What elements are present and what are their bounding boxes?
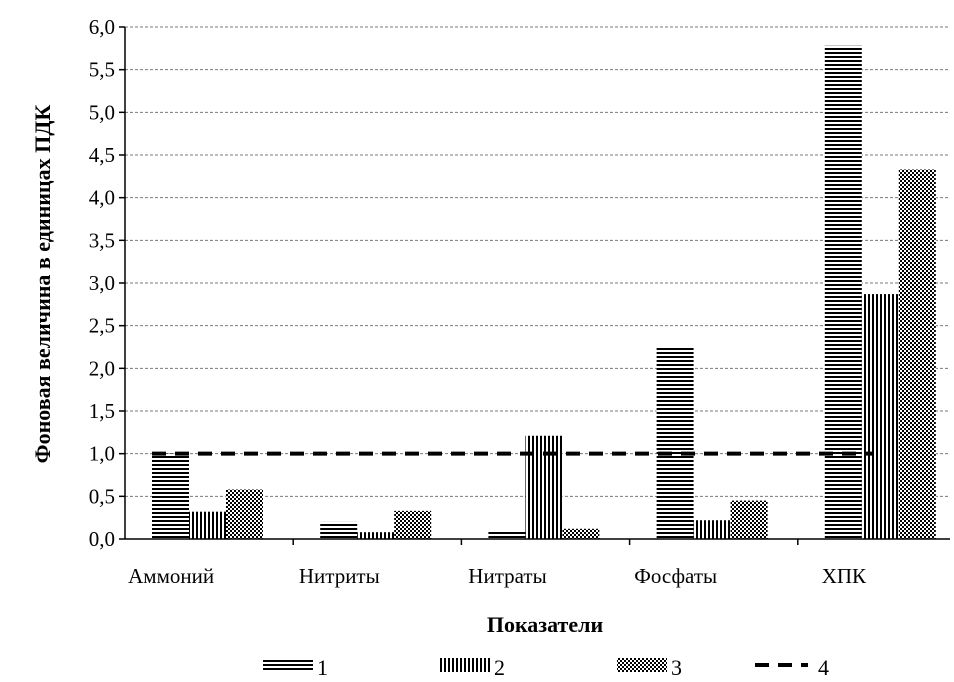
y-axis-title: Фоновая величина в единицах ПДК bbox=[30, 105, 55, 464]
bar bbox=[320, 521, 358, 539]
bar bbox=[730, 500, 768, 539]
y-tick-label: 1,5 bbox=[89, 399, 115, 423]
bar bbox=[693, 520, 731, 539]
x-tick-label: Фосфаты bbox=[634, 564, 717, 588]
y-tick-labels: 0,0 0,5 1,0 1,5 2,0 2,5 3,0 3,5 4,0 4,5 5,0 5,5 6,0 bbox=[89, 15, 115, 551]
y-tick-label: 3,0 bbox=[89, 271, 115, 295]
y-tick-label: 1,0 bbox=[89, 442, 115, 466]
x-tick-label: Аммоний bbox=[128, 564, 214, 588]
y-tick-label: 5,0 bbox=[89, 100, 115, 124]
y-tick-label: 0,0 bbox=[89, 527, 115, 551]
bar bbox=[656, 347, 694, 539]
x-tick-label: ХПК bbox=[822, 564, 867, 588]
y-tick-label: 4,5 bbox=[89, 143, 115, 167]
axes bbox=[119, 26, 950, 545]
bar bbox=[562, 528, 600, 539]
legend-swatch bbox=[617, 658, 667, 672]
x-axis-title: Показатели bbox=[487, 612, 604, 637]
legend-label: 1 bbox=[317, 655, 328, 680]
grid-lines bbox=[125, 26, 950, 497]
y-tick-label: 2,0 bbox=[89, 356, 115, 380]
legend-swatch bbox=[263, 658, 313, 672]
bar bbox=[226, 489, 263, 539]
legend: 1 2 3 4 bbox=[263, 655, 829, 680]
bar bbox=[898, 169, 936, 540]
bars bbox=[152, 45, 936, 540]
y-tick-label: 3,5 bbox=[89, 228, 115, 252]
bar bbox=[189, 511, 226, 539]
legend-label: 4 bbox=[818, 655, 829, 680]
bar bbox=[394, 510, 432, 539]
x-tick-label: Нитриты bbox=[299, 564, 380, 588]
y-tick-label: 2,5 bbox=[89, 314, 115, 338]
y-tick-label: 4,0 bbox=[89, 186, 115, 210]
bar bbox=[152, 453, 189, 539]
bar bbox=[488, 530, 526, 539]
x-tick-label: Нитраты bbox=[468, 564, 546, 588]
y-tick-label: 6,0 bbox=[89, 15, 115, 39]
y-tick-label: 0,5 bbox=[89, 484, 115, 508]
bar bbox=[525, 435, 563, 539]
bar bbox=[357, 532, 395, 539]
legend-swatch bbox=[440, 658, 490, 672]
legend-label: 3 bbox=[671, 655, 682, 680]
legend-label: 2 bbox=[494, 655, 505, 680]
bar bbox=[824, 45, 862, 539]
y-tick-label: 5,5 bbox=[89, 58, 115, 82]
bar bbox=[861, 294, 899, 539]
x-tick-labels: Аммоний Нитриты Нитраты Фосфаты ХПК bbox=[128, 564, 867, 588]
